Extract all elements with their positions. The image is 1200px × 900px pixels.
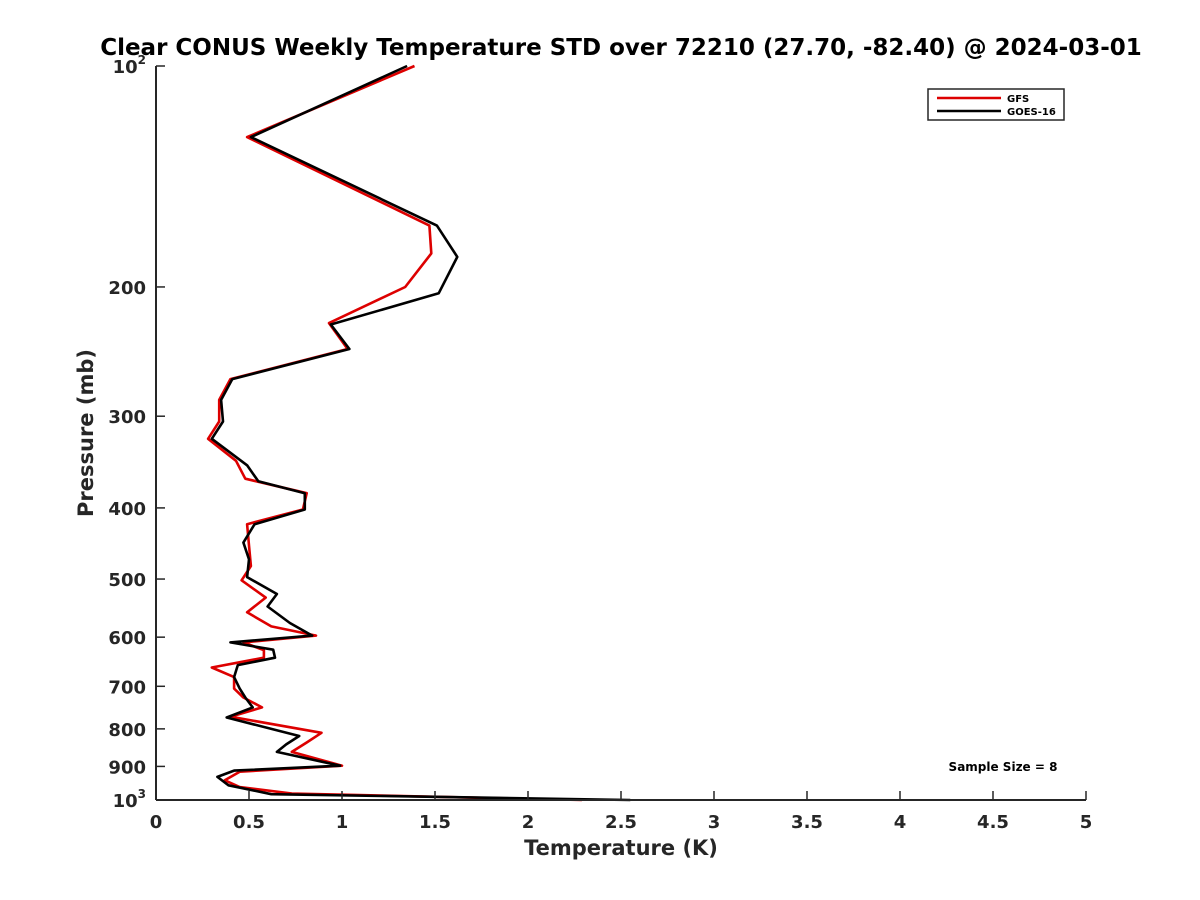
x-tick-label: 3.5 <box>791 812 823 833</box>
series-line-goes-16 <box>210 64 631 802</box>
y-tick-base: 10 <box>113 57 138 78</box>
x-axis-ticks: 0 0.5 1 1.5 2 2.5 3 3.5 4 4.5 5 <box>150 791 1093 833</box>
sample-size-annotation: Sample Size = 8 <box>949 760 1058 774</box>
x-tick-label: 0 <box>150 812 163 833</box>
y-tick-base: 10 <box>113 791 138 812</box>
y-tick-label: 400 <box>108 499 146 520</box>
y-tick-label: 600 <box>108 628 146 649</box>
y-tick-exponent: 2 <box>138 53 146 67</box>
series-layer <box>206 64 631 802</box>
y-tick-label: 900 <box>108 757 146 778</box>
x-tick-label: 2.5 <box>605 812 637 833</box>
x-tick-label: 1 <box>336 812 349 833</box>
y-tick-exponent: 3 <box>138 787 146 801</box>
y-tick-label: 102 <box>113 53 146 78</box>
y-tick-label: 700 <box>108 677 146 698</box>
y-tick-label: 300 <box>108 407 146 428</box>
x-tick-label: 2 <box>522 812 535 833</box>
x-tick-label: 5 <box>1080 812 1093 833</box>
legend-items: GFS GOES-16 <box>937 94 1056 118</box>
y-tick-label: 500 <box>108 570 146 591</box>
x-tick-label: 0.5 <box>233 812 265 833</box>
legend: GFS GOES-16 <box>927 88 1065 121</box>
x-tick-label: 1.5 <box>419 812 451 833</box>
legend-label: GFS <box>1007 94 1029 105</box>
y-tick-label: 103 <box>113 787 146 812</box>
legend-label: GOES-16 <box>1007 107 1056 118</box>
x-tick-label: 4.5 <box>977 812 1009 833</box>
chart-title: Clear CONUS Weekly Temperature STD over … <box>100 35 1142 61</box>
plot-area: 0 0.5 1 1.5 2 2.5 3 3.5 4 4.5 5 102200300400500600… <box>108 53 1092 833</box>
x-tick-label: 3 <box>708 812 721 833</box>
y-tick-label: 200 <box>108 278 146 299</box>
y-tick-label: 800 <box>108 720 146 741</box>
legend-box <box>927 88 1065 121</box>
x-axis-label: Temperature (K) <box>524 836 718 860</box>
y-axis-label: Pressure (mb) <box>74 349 98 517</box>
x-tick-label: 4 <box>894 812 907 833</box>
